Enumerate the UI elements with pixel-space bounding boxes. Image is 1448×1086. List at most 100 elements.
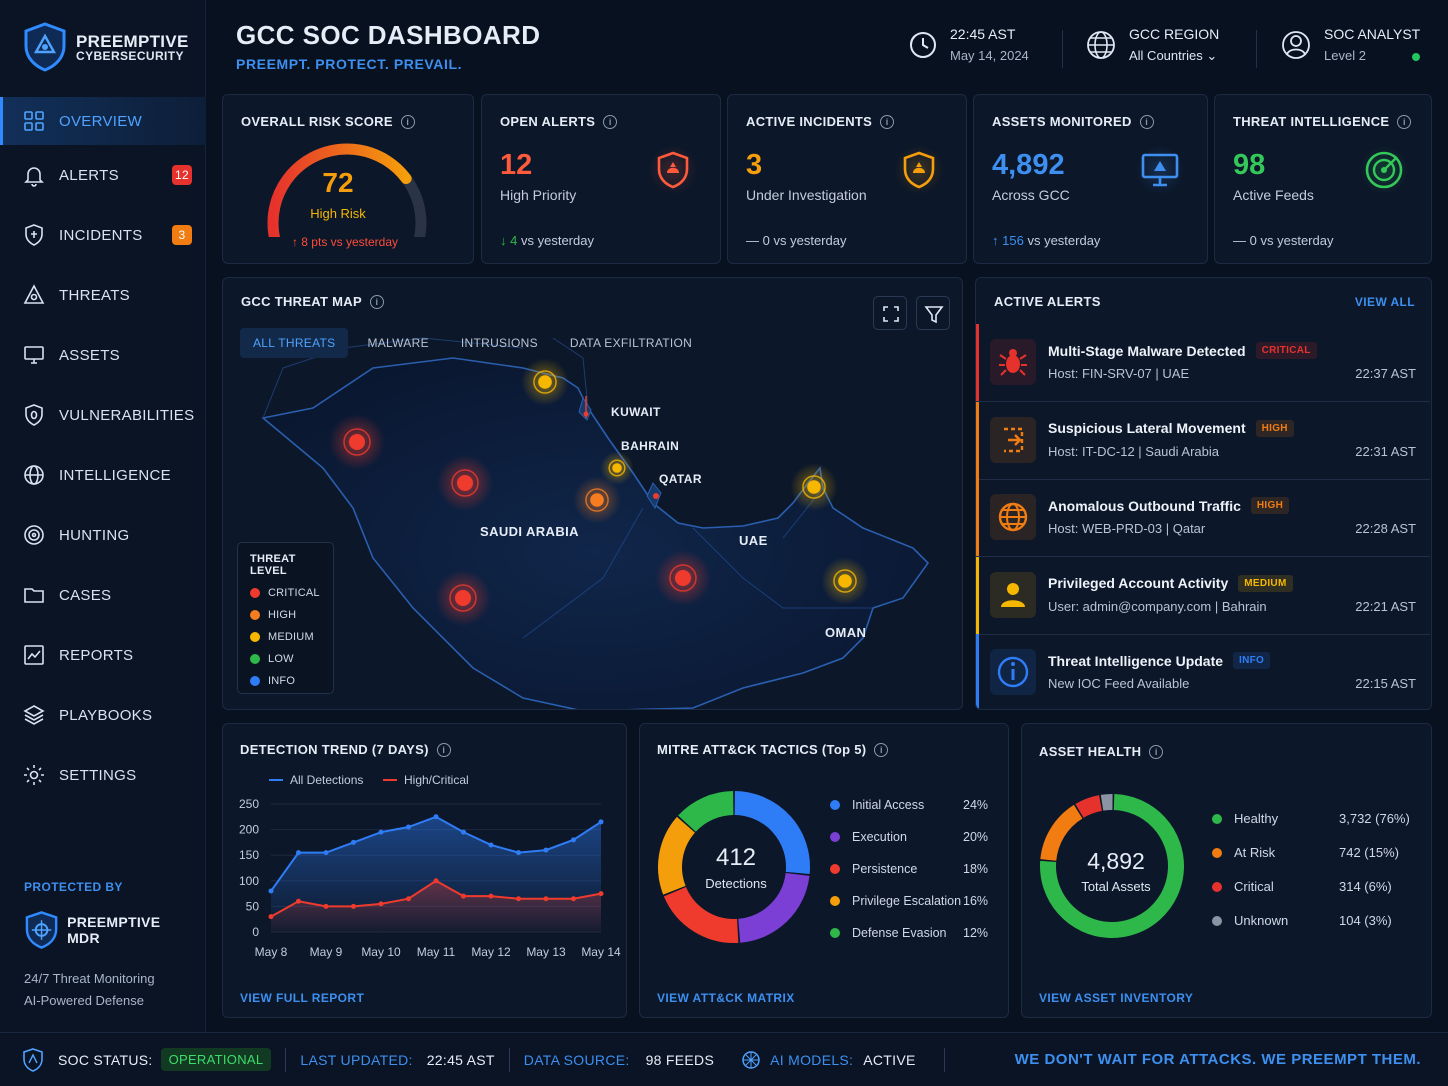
tab-intrusions[interactable]: INTRUSIONS — [460, 336, 538, 350]
clock-block: 22:45 AST May 14, 2024 — [908, 26, 1029, 63]
info-icon[interactable]: i — [1149, 744, 1164, 759]
threat-hotspot[interactable] — [521, 358, 569, 406]
sidebar: PREEMPTIVE CYBERSECURITY OVERVIEW ALERTS 12… — [0, 0, 206, 1032]
series-area — [271, 880, 601, 932]
alert-item[interactable]: Anomalous Outbound Traffic HIGH Host: WEB-… — [976, 479, 1430, 557]
tab-data-exfiltration[interactable]: DATA EXFILTRATION — [569, 336, 693, 350]
gcc-map[interactable] — [223, 278, 963, 710]
sidebar-item-intelligence[interactable]: INTELLIGENCE — [0, 445, 206, 505]
info-icon[interactable]: i — [603, 114, 618, 129]
threat-hotspot[interactable] — [821, 557, 869, 605]
brand-logo[interactable]: PREEMPTIVE CYBERSECURITY — [22, 22, 189, 72]
threat-hotspot[interactable] — [790, 463, 838, 511]
data-source-label: DATA SOURCE: — [523, 1051, 630, 1068]
donut-slice[interactable] — [1040, 794, 1184, 938]
info-icon[interactable]: i — [874, 742, 889, 757]
info-icon[interactable]: i — [880, 114, 895, 129]
info-icon[interactable]: i — [400, 114, 415, 129]
legend-item: Defense Evasion — [830, 926, 947, 940]
sidebar-item-label: INTELLIGENCE — [59, 466, 171, 484]
sidebar-item-assets[interactable]: ASSETS — [0, 325, 206, 385]
donut-slice[interactable] — [678, 791, 734, 833]
sidebar-item-hunting[interactable]: HUNTING — [0, 505, 206, 565]
filter-button[interactable] — [916, 296, 950, 330]
threat-hotspot[interactable] — [600, 451, 634, 485]
donut-slice[interactable] — [734, 791, 810, 875]
layers-icon — [23, 705, 45, 725]
threat-hotspot[interactable] — [573, 476, 621, 524]
intel-card[interactable]: THREAT INTELLIGENCE i 98 Active Feeds — 0… — [1214, 94, 1432, 264]
info-icon[interactable]: i — [436, 742, 451, 757]
risk-score-card[interactable]: OVERALL RISK SCORE i 72 High Risk ↑ 8 pts… — [222, 94, 474, 264]
gear-icon — [24, 765, 44, 785]
region-selector[interactable]: GCC REGION All Countries ⌄ — [1085, 26, 1219, 64]
alert-item[interactable]: Threat Intelligence Update INFO New IOC Fe… — [976, 634, 1430, 709]
assets-card[interactable]: ASSETS MONITORED i 4,892 Across GCC ↑ 156… — [973, 94, 1208, 264]
sidebar-item-settings[interactable]: SETTINGS — [0, 745, 206, 805]
view-attack-matrix-link[interactable]: VIEW ATT&CK MATRIX — [657, 991, 795, 1005]
sidebar-item-label: OVERVIEW — [59, 112, 142, 130]
bug-icon — [990, 339, 1036, 385]
shield-logo-icon — [24, 22, 66, 72]
alert-item[interactable]: Multi-Stage Malware Detected CRITICAL Host… — [976, 324, 1430, 402]
sidebar-item-cases[interactable]: CASES — [0, 565, 206, 625]
sidebar-item-alerts[interactable]: ALERTS 12 — [0, 145, 206, 205]
donut-slice[interactable] — [1100, 794, 1113, 811]
sidebar-item-reports[interactable]: REPORTS — [0, 625, 206, 685]
info-icon[interactable]: i — [1397, 114, 1412, 129]
tab-all-threats[interactable]: ALL THREATS — [240, 328, 349, 358]
incidents-card[interactable]: ACTIVE INCIDENTS i 3 Under Investigation … — [727, 94, 967, 264]
asset-health-donut-chart[interactable] — [1038, 792, 1194, 948]
kpi-value: 4,892 — [992, 149, 1065, 181]
view-all-link[interactable]: VIEW ALL — [1354, 295, 1415, 309]
severity-badge: INFO — [1233, 652, 1271, 669]
threat-hotspot[interactable] — [435, 570, 491, 626]
legend-label: INFO — [268, 675, 296, 687]
expand-button[interactable] — [873, 296, 907, 330]
mdr-shield-icon — [25, 911, 58, 949]
info-icon[interactable]: i — [369, 294, 384, 309]
mitre-donut-chart[interactable] — [656, 789, 816, 949]
threat-hotspot[interactable] — [437, 455, 493, 511]
donut-slice[interactable] — [658, 816, 696, 895]
donut-slice[interactable] — [663, 886, 739, 943]
sidebar-item-overview[interactable]: OVERVIEW — [0, 97, 206, 145]
severity-badge: HIGH — [1250, 497, 1290, 514]
detection-trend-chart[interactable]: 0 50 100 150 200 250 May 8 May 9 May 10 May 11 May… — [223, 769, 628, 969]
tab-malware[interactable]: MALWARE — [367, 336, 429, 350]
alert-detail: Host: IT-DC-12 | Saudi Arabia — [1048, 443, 1220, 459]
open-alerts-card[interactable]: OPEN ALERTS i 12 High Priority ↓ 4 vs yes… — [481, 94, 721, 264]
view-asset-inventory-link[interactable]: VIEW ASSET INVENTORY — [1039, 991, 1194, 1005]
sidebar-item-playbooks[interactable]: PLAYBOOKS — [0, 685, 206, 745]
globe-icon — [990, 494, 1036, 540]
donut-slice[interactable] — [1040, 804, 1083, 862]
threat-hotspot[interactable] — [329, 414, 385, 470]
kpi-value: 12 — [500, 149, 533, 181]
info-icon[interactable]: i — [1139, 114, 1154, 129]
ai-models-value: ACTIVE — [863, 1051, 916, 1068]
legend-label: All Detections — [290, 773, 363, 787]
donut-slice[interactable] — [737, 872, 810, 943]
user-menu[interactable]: SOC ANALYST Level 2 — [1280, 26, 1420, 63]
data-point — [433, 814, 439, 820]
data-point — [488, 893, 494, 899]
kpi-value: 98 — [1233, 149, 1266, 181]
legend-item: Persistence — [830, 862, 917, 876]
alert-item[interactable]: Suspicious Lateral Movement HIGH Host: IT-… — [976, 401, 1430, 480]
alert-item[interactable]: Privileged Account Activity MEDIUM User: a… — [976, 556, 1430, 635]
brand-line1: PREEMPTIVE — [76, 31, 189, 51]
sidebar-item-threats[interactable]: THREATS — [0, 265, 206, 325]
legend-value: 104 (3%) — [1339, 913, 1392, 928]
delta-arrow: — — [746, 233, 759, 248]
delta-value: 0 — [1249, 233, 1257, 248]
alert-shield-icon — [648, 145, 698, 195]
legend-label: Execution — [852, 830, 907, 844]
sidebar-item-incidents[interactable]: INCIDENTS 3 — [0, 205, 206, 265]
sidebar-item-vulnerabilities[interactable]: VULNERABILITIES — [0, 385, 206, 445]
threat-hotspot[interactable] — [655, 550, 711, 606]
footer-line1: 24/7 Threat Monitoring — [24, 971, 155, 986]
view-full-report-link[interactable]: VIEW FULL REPORT — [240, 991, 365, 1005]
grid-icon — [24, 111, 44, 131]
donut-slice[interactable] — [1075, 795, 1103, 818]
